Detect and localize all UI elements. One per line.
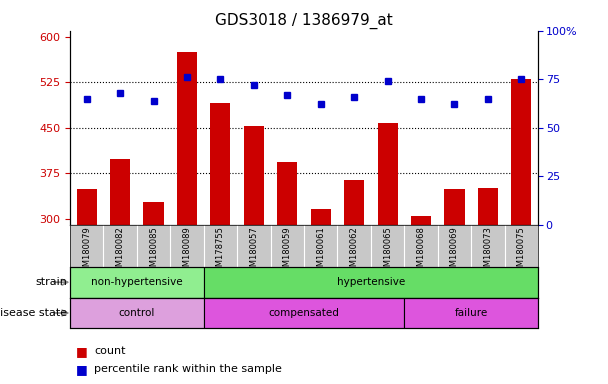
Text: control: control (119, 308, 155, 318)
Text: count: count (94, 346, 126, 356)
Text: GSM180057: GSM180057 (249, 226, 258, 276)
Text: GSM180085: GSM180085 (149, 226, 158, 276)
Bar (77, 189, 97, 384)
Text: GSM180065: GSM180065 (383, 226, 392, 276)
Title: GDS3018 / 1386979_at: GDS3018 / 1386979_at (215, 13, 393, 29)
Text: GSM180059: GSM180059 (283, 226, 292, 276)
Text: GSM180079: GSM180079 (82, 226, 91, 276)
Bar (378, 123, 398, 384)
Bar (177, 52, 197, 384)
Text: ■: ■ (76, 345, 88, 358)
Text: GSM180068: GSM180068 (416, 226, 426, 277)
Bar (344, 180, 364, 384)
Text: GSM180069: GSM180069 (450, 226, 459, 276)
Text: GSM180082: GSM180082 (116, 226, 125, 276)
Text: GSM178755: GSM178755 (216, 226, 225, 277)
Text: hypertensive: hypertensive (337, 277, 405, 287)
Bar (244, 126, 264, 384)
Text: compensated: compensated (269, 308, 339, 318)
Bar (204, 298, 404, 328)
Text: failure: failure (455, 308, 488, 318)
Text: GSM180062: GSM180062 (350, 226, 359, 276)
Text: GSM180089: GSM180089 (182, 226, 192, 276)
Text: strain: strain (35, 277, 67, 287)
Bar (311, 210, 331, 384)
Bar (511, 79, 531, 384)
Bar (110, 159, 130, 384)
Text: percentile rank within the sample: percentile rank within the sample (94, 364, 282, 374)
Text: GSM180075: GSM180075 (517, 226, 526, 276)
Bar (143, 202, 164, 384)
Text: disease state: disease state (0, 308, 67, 318)
Bar (277, 162, 297, 384)
Bar (204, 267, 538, 298)
Bar (444, 189, 465, 384)
Bar (70, 298, 204, 328)
Bar (478, 188, 498, 384)
Text: ■: ■ (76, 363, 88, 376)
Bar (70, 267, 204, 298)
Bar (210, 103, 230, 384)
Bar (411, 215, 431, 384)
Text: GSM180061: GSM180061 (316, 226, 325, 276)
Bar (404, 298, 538, 328)
Text: GSM180073: GSM180073 (483, 226, 492, 277)
Text: non-hypertensive: non-hypertensive (91, 277, 182, 287)
